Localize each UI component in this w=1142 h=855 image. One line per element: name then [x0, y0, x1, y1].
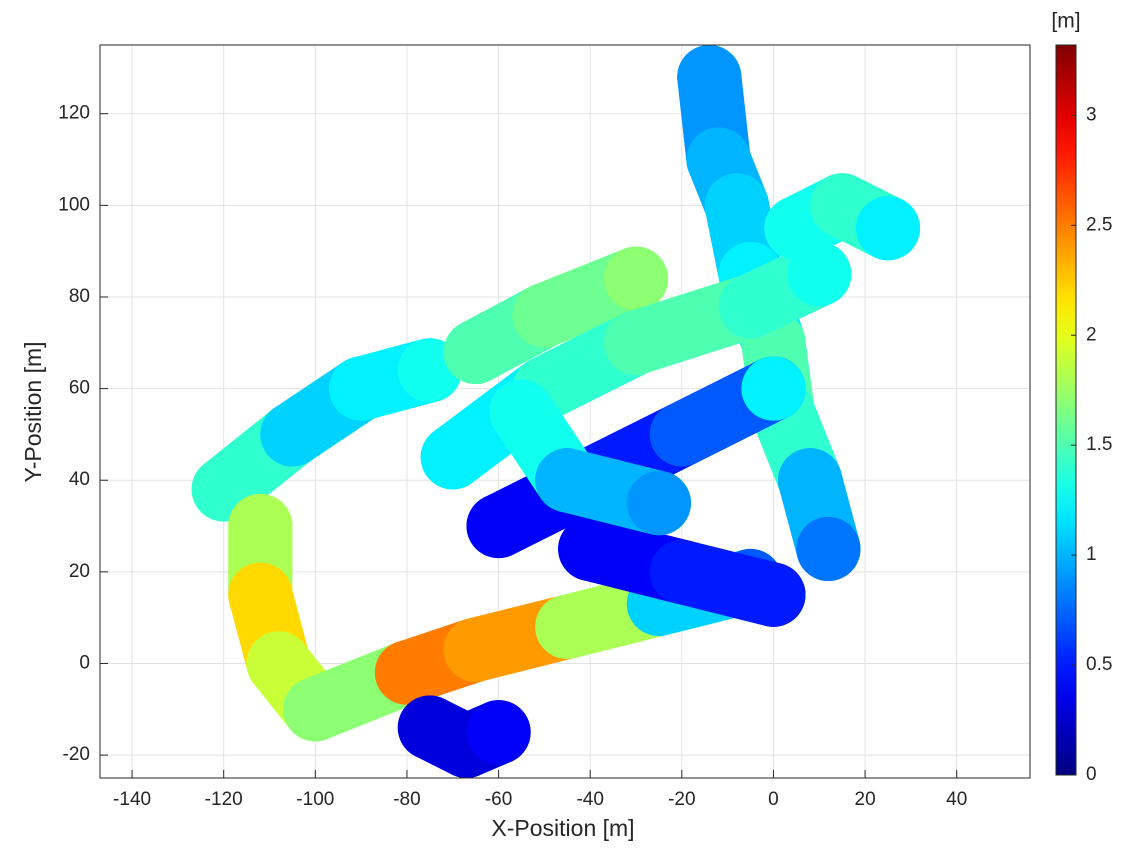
depth-point	[489, 379, 553, 443]
x-tick-label: 0	[768, 789, 779, 810]
depth-point	[856, 196, 920, 260]
x-tick-label: 40	[946, 789, 967, 810]
y-tick-label: 20	[69, 561, 90, 582]
depth-point	[604, 311, 668, 375]
depth-point	[627, 471, 691, 535]
x-axis-label: X-Position [m]	[491, 815, 634, 841]
background	[0, 0, 1142, 850]
colorbar-tick-label: 1	[1086, 544, 1097, 565]
x-tick-label: -40	[576, 789, 603, 810]
chart: -140-120-100-80-60-40-2002040-2002040608…	[0, 0, 1142, 850]
depth-point	[329, 357, 393, 421]
depth-point	[650, 402, 714, 466]
depth-point	[375, 641, 439, 705]
page: {"chart_data": { "type": "map", "xlabel"…	[0, 0, 1142, 850]
depth-point	[444, 320, 508, 384]
colorbar-tick-label: 2.5	[1086, 214, 1112, 235]
depth-point	[421, 425, 485, 489]
colorbar-tick-label: 2	[1086, 324, 1097, 345]
depth-point	[283, 677, 347, 741]
depth-point	[677, 45, 741, 109]
depth-point	[604, 247, 668, 311]
depth-point	[228, 563, 292, 627]
x-tick-label: -140	[113, 789, 151, 810]
depth-point	[535, 595, 599, 659]
x-tick-label: -120	[205, 789, 243, 810]
y-tick-label: -20	[63, 744, 90, 765]
depth-point	[535, 448, 599, 512]
depth-point	[558, 517, 622, 581]
depth-point	[705, 173, 769, 237]
colorbar-tick-label: 0	[1086, 764, 1097, 785]
y-tick-label: 40	[69, 469, 90, 490]
x-tick-label: -20	[668, 789, 695, 810]
depth-point	[228, 494, 292, 558]
x-tick-label: 20	[855, 789, 876, 810]
depth-point	[467, 494, 531, 558]
depth-point	[444, 618, 508, 682]
y-tick-label: 120	[58, 103, 90, 124]
depth-point	[512, 283, 576, 347]
depth-point	[741, 563, 805, 627]
y-tick-label: 0	[79, 652, 90, 673]
y-tick-label: 80	[69, 286, 90, 307]
y-tick-label: 100	[58, 194, 90, 215]
x-tick-label: -100	[296, 789, 334, 810]
depth-point	[778, 448, 842, 512]
depth-point	[467, 700, 531, 764]
y-axis-label: Y-Position [m]	[20, 341, 46, 482]
depth-point	[741, 357, 805, 421]
colorbar-label: [m]	[1051, 10, 1080, 33]
depth-point	[260, 402, 324, 466]
colorbar-tick-label: 0.5	[1086, 654, 1112, 675]
colorbar-tick-label: 1.5	[1086, 434, 1112, 455]
y-tick-label: 60	[69, 378, 90, 399]
x-tick-label: -80	[393, 789, 420, 810]
depth-point	[650, 540, 714, 604]
x-tick-label: -60	[485, 789, 512, 810]
colorbar-tick-label: 3	[1086, 104, 1097, 125]
depth-point	[718, 274, 782, 338]
depth-point	[796, 517, 860, 581]
